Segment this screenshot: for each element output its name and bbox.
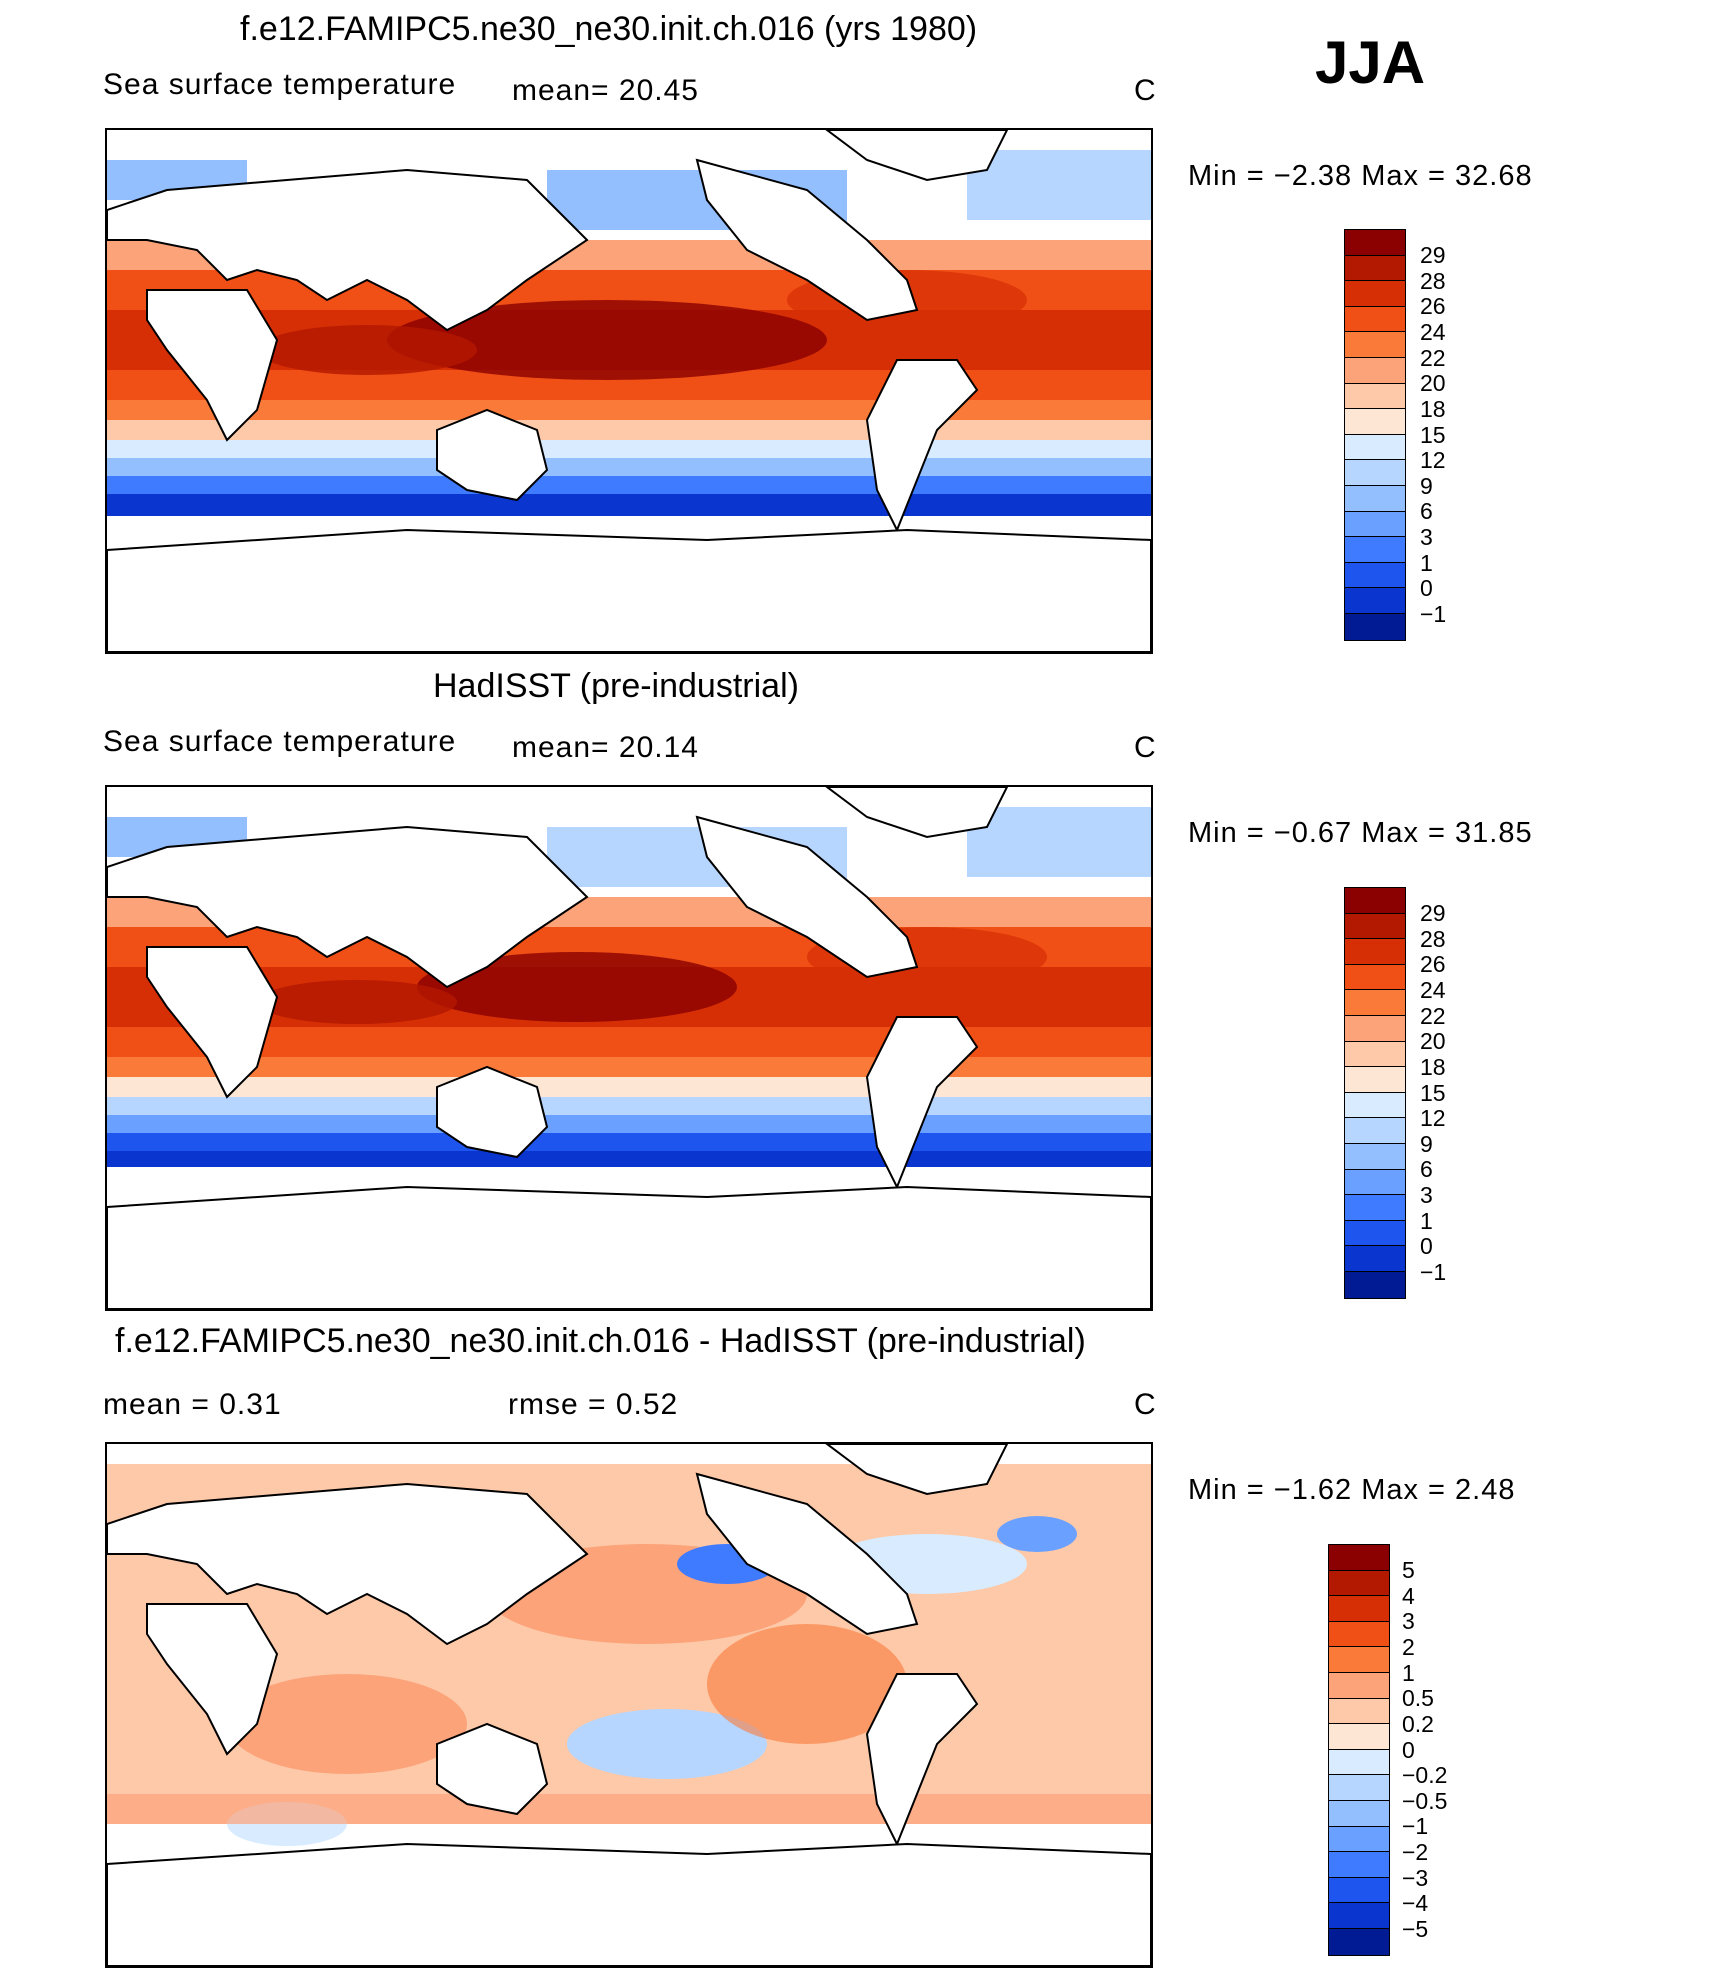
panel1-variable-label: Sea surface temperature <box>103 68 457 101</box>
colorbar-tick-label: 29 <box>1420 242 1446 268</box>
colorbar-tick-label: 24 <box>1420 319 1446 345</box>
panel1-units: C <box>1134 74 1157 107</box>
colorbar-tick-label: 1 <box>1420 1208 1433 1234</box>
panel1-mean: mean= 20.45 <box>512 74 699 107</box>
colorbar-tick-label: 15 <box>1420 1080 1446 1106</box>
colorbar-tick-label: 24 <box>1420 977 1446 1003</box>
panel2-map <box>105 785 1153 1311</box>
panel3-minmax: Min = −1.62 Max = 2.48 <box>1188 1474 1516 1506</box>
colorbar-tick-label: 18 <box>1420 1054 1446 1080</box>
panel2-minmax: Min = −0.67 Max = 31.85 <box>1188 817 1533 849</box>
panel1-map <box>105 128 1153 654</box>
colorbar-tick-label: −1 <box>1420 1259 1447 1285</box>
colorbar-tick-label: 12 <box>1420 1105 1446 1131</box>
colorbar-tick-label: 15 <box>1420 422 1446 448</box>
colorbar-tick-label: 1 <box>1402 1660 1415 1686</box>
panel2-colorbar <box>1344 887 1406 1299</box>
panel3-colorbar <box>1328 1544 1390 1956</box>
colorbar-tick-label: −0.2 <box>1402 1762 1448 1788</box>
panel2-units: C <box>1134 731 1157 764</box>
colorbar-tick-label: 5 <box>1402 1557 1415 1583</box>
panel1-minmax: Min = −2.38 Max = 32.68 <box>1188 160 1533 192</box>
colorbar-tick-label: 0.5 <box>1402 1685 1434 1711</box>
colorbar-tick-label: −3 <box>1402 1865 1429 1891</box>
colorbar-tick-label: 26 <box>1420 951 1446 977</box>
colorbar-tick-label: 4 <box>1402 1583 1415 1609</box>
colorbar-tick-label: −2 <box>1402 1839 1429 1865</box>
colorbar-tick-label: 9 <box>1420 473 1433 499</box>
panel2-title: HadISST (pre-industrial) <box>433 667 799 705</box>
colorbar-tick-label: 28 <box>1420 268 1446 294</box>
colorbar-tick-label: 9 <box>1420 1131 1433 1157</box>
panel3-mean: mean = 0.31 <box>103 1388 282 1421</box>
panel2-mean: mean= 20.14 <box>512 731 699 764</box>
colorbar-tick-label: 26 <box>1420 293 1446 319</box>
colorbar-tick-label: 2 <box>1402 1634 1415 1660</box>
colorbar-tick-label: 20 <box>1420 370 1446 396</box>
colorbar-tick-label: 12 <box>1420 447 1446 473</box>
colorbar-tick-label: 29 <box>1420 900 1446 926</box>
colorbar-tick-label: 6 <box>1420 1156 1433 1182</box>
panel1-colorbar <box>1344 229 1406 641</box>
colorbar-tick-label: 20 <box>1420 1028 1446 1054</box>
colorbar-tick-label: −0.5 <box>1402 1788 1448 1814</box>
panel3-map <box>105 1442 1153 1968</box>
colorbar-tick-label: −4 <box>1402 1890 1429 1916</box>
colorbar-tick-label: 0 <box>1420 575 1433 601</box>
panel3-rmse: rmse = 0.52 <box>508 1388 679 1421</box>
colorbar-tick-label: 3 <box>1402 1608 1415 1634</box>
colorbar-tick-label: −1 <box>1420 601 1447 627</box>
panel2-variable-label: Sea surface temperature <box>103 725 457 758</box>
colorbar-tick-label: 18 <box>1420 396 1446 422</box>
colorbar-tick-label: 22 <box>1420 1003 1446 1029</box>
panel3-title: f.e12.FAMIPC5.ne30_ne30.init.ch.016 - Ha… <box>115 1322 1086 1360</box>
colorbar-tick-label: −1 <box>1402 1813 1429 1839</box>
colorbar-tick-label: 1 <box>1420 550 1433 576</box>
colorbar-tick-label: −5 <box>1402 1916 1429 1942</box>
panel1-title: f.e12.FAMIPC5.ne30_ne30.init.ch.016 (yrs… <box>240 10 978 48</box>
colorbar-tick-label: 6 <box>1420 498 1433 524</box>
colorbar-tick-label: 22 <box>1420 345 1446 371</box>
colorbar-tick-label: 0.2 <box>1402 1711 1434 1737</box>
colorbar-tick-label: 28 <box>1420 926 1446 952</box>
colorbar-tick-label: 3 <box>1420 1182 1433 1208</box>
panel3-units: C <box>1134 1388 1157 1421</box>
colorbar-tick-label: 3 <box>1420 524 1433 550</box>
colorbar-tick-label: 0 <box>1420 1233 1433 1259</box>
colorbar-tick-label: 0 <box>1402 1737 1415 1763</box>
season-label: JJA <box>1315 29 1426 96</box>
